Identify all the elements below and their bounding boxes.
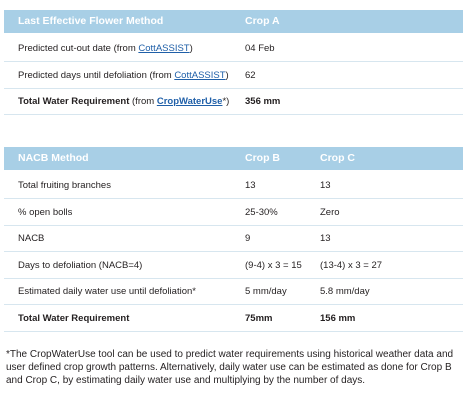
label-text: (from	[129, 96, 157, 107]
cell: 75mm	[245, 312, 273, 324]
label-text: NACB	[18, 233, 45, 244]
table-header: Last Effective Flower Method Crop A	[4, 10, 463, 33]
cell: Estimated daily water use until defoliat…	[18, 286, 196, 297]
label-text: % open bolls	[18, 206, 73, 218]
cell: 13	[320, 233, 331, 244]
cell: % open bolls	[18, 207, 72, 218]
cell: 9	[245, 233, 251, 244]
cell: Total Water Requirement (from CropWaterU…	[18, 96, 229, 107]
label-text: )	[189, 43, 193, 54]
cell: (13-4) x 3 = 27	[320, 259, 383, 271]
cell: 13	[320, 180, 331, 191]
cell: Zero	[320, 206, 340, 218]
cell: 5.8 mm/day	[320, 286, 370, 297]
label-text: Total fruiting branches	[18, 180, 111, 191]
cell: 62	[245, 69, 256, 81]
label-text: Total Water Requirement	[18, 96, 130, 107]
cell: (9-4) x 3 = 15	[245, 259, 302, 271]
cell: Total fruiting branches	[18, 180, 111, 191]
label-text: Total Water Requirement	[18, 312, 130, 324]
label-text: Estimated daily water use until defoliat…	[18, 286, 196, 297]
label-text: *)	[222, 96, 230, 107]
cell: NACB	[18, 233, 44, 244]
table-row: Predicted days until defoliation (from C…	[4, 62, 463, 89]
header-cell: Last Effective Flower Method	[18, 15, 164, 27]
link[interactable]: CottASSIST	[174, 69, 226, 81]
table-row: % open bolls 25-30% Zero	[4, 199, 463, 226]
table-row: Estimated daily water use until defoliat…	[4, 278, 463, 305]
header-cell: Crop A	[245, 15, 280, 27]
cell: 5 mm/day	[245, 286, 287, 297]
table-row: Days to defoliation (NACB=4) (9-4) x 3 = …	[4, 252, 463, 279]
cell: Days to defoliation (NACB=4)	[18, 260, 142, 271]
cell: 25-30%	[245, 206, 278, 218]
header-cell: NACB Method	[18, 152, 89, 164]
table-header: NACB Method Crop B Crop C	[4, 147, 463, 170]
cell: Predicted cut-out date (from CottASSIST)	[18, 43, 193, 54]
table-row: Predicted cut-out date (from CottASSIST)…	[4, 35, 463, 62]
label-text: Predicted days until defoliation (from	[18, 69, 175, 81]
header-cell: Crop C	[320, 152, 355, 164]
link[interactable]: CropWaterUse	[156, 96, 223, 107]
link[interactable]: CottASSIST	[138, 43, 190, 54]
header-cell: Crop B	[245, 152, 280, 164]
table-row: NACB 9 13	[4, 225, 463, 252]
table-row: Total Water Requirement (from CropWaterU…	[4, 88, 463, 115]
cell: Total Water Requirement	[18, 313, 129, 324]
cell: 356 mm	[245, 96, 281, 107]
cell: 04 Feb	[245, 43, 275, 54]
label-text: Predicted cut-out date (from	[18, 43, 139, 54]
label-text: )	[225, 69, 229, 81]
cell: Predicted days until defoliation (from C…	[18, 70, 229, 81]
table-row: Total Water Requirement 75mm 156 mm	[4, 305, 463, 332]
label-text: Days to defoliation (NACB=4)	[18, 259, 143, 271]
cell: 156 mm	[320, 312, 356, 324]
cell: 13	[245, 180, 256, 191]
footnote: *The CropWaterUse tool can be used to pr…	[6, 349, 454, 386]
table-row: Total fruiting branches 13 13	[4, 172, 463, 199]
